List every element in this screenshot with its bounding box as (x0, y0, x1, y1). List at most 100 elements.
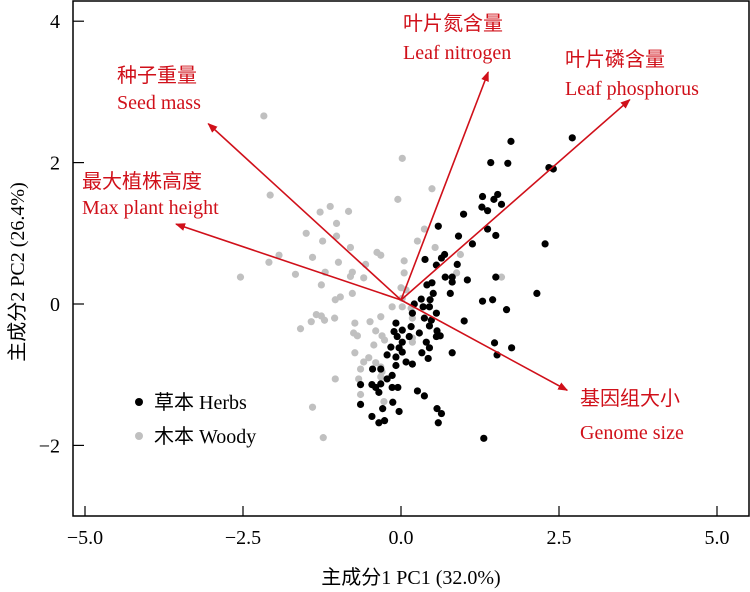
point-herb (417, 295, 425, 303)
point-herb (487, 159, 495, 167)
point-herb (568, 134, 576, 142)
point-herb (448, 278, 456, 286)
point-woody (265, 258, 273, 266)
point-herb (408, 360, 416, 368)
y-tick-label: 0 (50, 294, 60, 316)
loading-vector-arrow (400, 299, 569, 391)
point-herb (387, 343, 395, 351)
point-herb (388, 371, 396, 380)
point-woody (360, 274, 368, 282)
point-herb (398, 326, 406, 334)
point-woody (296, 325, 305, 333)
x-tick-label: 2.5 (547, 527, 572, 549)
point-herb (533, 289, 541, 297)
point-herb (356, 380, 365, 389)
point-herb (413, 387, 422, 395)
point-herb (420, 314, 428, 322)
x-tick-label: −5.0 (67, 527, 103, 549)
point-herb (448, 273, 456, 281)
point-woody (372, 359, 380, 367)
point-woody (356, 390, 365, 399)
point-woody (332, 232, 341, 240)
vector-label-cn: 种子重量 (117, 64, 197, 87)
vector-label-cn: 叶片氮含量 (403, 12, 503, 35)
point-herb (483, 225, 492, 233)
point-woody (346, 272, 355, 281)
point-herb (507, 137, 515, 145)
point-herb (448, 349, 456, 357)
point-woody (456, 250, 465, 259)
point-herb (463, 276, 471, 284)
point-woody (413, 237, 422, 245)
ticks-layer: −5.0 −2.5 0.0 2.5 5.0 4 2 0 −2 (39, 11, 730, 549)
point-herb (425, 344, 434, 352)
point-woody (355, 375, 363, 383)
loading-vector-arrow (400, 99, 631, 301)
point-herb (492, 273, 500, 281)
point-herb (423, 281, 431, 289)
point-herb (460, 317, 468, 325)
point-herb (383, 375, 391, 383)
point-herb (541, 240, 549, 248)
point-woody (400, 269, 408, 277)
point-herb (421, 255, 429, 264)
point-herb (377, 380, 385, 388)
y-tick-label: 4 (50, 11, 60, 33)
point-herb (398, 348, 406, 356)
legend-label-herbs: 草本 Herbs (154, 391, 247, 414)
loading-vector-arrow (175, 223, 402, 301)
point-herb (392, 353, 400, 361)
point-woody (380, 397, 388, 406)
point-herb (380, 417, 389, 425)
point-herb (497, 200, 506, 208)
point-woody (308, 403, 317, 411)
point-herb (422, 338, 430, 346)
point-herb (432, 332, 440, 341)
point-woody (320, 316, 329, 324)
point-herb (424, 354, 432, 363)
point-woody (275, 251, 283, 259)
point-woody (260, 112, 268, 120)
y-tick-label: −2 (39, 435, 60, 457)
point-herb (489, 296, 497, 304)
point-herb (446, 289, 454, 297)
point-woody (302, 229, 310, 237)
y-tick-label: 2 (50, 153, 60, 175)
point-herb (437, 254, 446, 262)
point-herb (388, 383, 396, 392)
point-woody (331, 375, 339, 383)
point-herb (441, 273, 449, 281)
vector-label-cn: 最大植株高度 (82, 170, 202, 193)
point-herb (492, 231, 500, 240)
point-woody (497, 273, 506, 281)
point-woody (377, 313, 385, 321)
loading-vector-arrow (207, 123, 402, 301)
point-woody (353, 332, 361, 340)
point-woody (366, 318, 374, 326)
point-herb (504, 159, 512, 167)
point-herb (420, 392, 428, 400)
point-woody (334, 258, 343, 266)
point-woody (356, 365, 365, 373)
vector-label-cn: 基因组大小 (580, 387, 680, 410)
point-woody (291, 270, 300, 278)
point-woody (319, 237, 327, 245)
point-woody (372, 327, 380, 335)
point-herb (494, 190, 502, 199)
vector-label-en: Leaf phosphorus (565, 78, 699, 100)
point-woody (316, 208, 324, 216)
point-woody (236, 273, 245, 281)
point-herb (393, 332, 401, 341)
loading-vector-arrow (400, 71, 489, 301)
points-layer (236, 112, 576, 442)
point-herb (434, 222, 442, 230)
point-herb (425, 303, 434, 311)
point-woody (365, 354, 373, 362)
point-herb (379, 405, 387, 413)
point-herb (453, 260, 461, 269)
point-woody (408, 314, 416, 322)
point-herb (427, 316, 435, 324)
point-woody (360, 358, 368, 366)
x-tick-label: 0.0 (389, 527, 414, 549)
point-herb (490, 339, 499, 347)
